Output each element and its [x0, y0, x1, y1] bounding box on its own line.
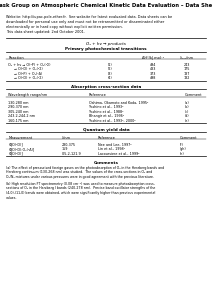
Text: O₃ + hν → O(³P) + O₂(³Σ): O₃ + hν → O(³P) + O₂(³Σ): [8, 63, 51, 67]
Text: (d): (d): [184, 114, 189, 118]
Text: Reaction: Reaction: [8, 56, 24, 59]
Text: Yoshino et al., 1988²: Yoshino et al., 1988²: [89, 110, 124, 113]
Text: 160-175 nm: 160-175 nm: [8, 118, 29, 122]
Text: (b): (b): [184, 105, 189, 109]
Text: Primary photochemical transitions: Primary photochemical transitions: [65, 47, 147, 51]
Text: (2): (2): [108, 67, 113, 71]
Text: Yoshino et al., 1993²: Yoshino et al., 1993²: [89, 105, 124, 109]
Text: This data sheet updated: 2nd October 2001.: This data sheet updated: 2nd October 200…: [6, 30, 85, 34]
Text: Lacoursiere et al., 1999²: Lacoursiere et al., 1999²: [98, 152, 139, 156]
Text: (a) The effect of pressurised foreign gases on the photoabsorption of O₃ in the : (a) The effect of pressurised foreign ga…: [6, 166, 165, 170]
Text: 0.5-2-121.9: 0.5-2-121.9: [61, 152, 81, 156]
Text: Lin et al., 1998²: Lin et al., 1998²: [98, 147, 124, 151]
Text: Φ[O(¹D)]: Φ[O(¹D)]: [8, 152, 23, 156]
Text: Reference: Reference: [89, 93, 107, 97]
Text: (4): (4): [108, 76, 113, 80]
Text: Φ[O(¹D)]: Φ[O(¹D)]: [8, 143, 23, 147]
Text: Comment: Comment: [180, 136, 198, 140]
Text: 175: 175: [183, 67, 190, 71]
Text: λₘₐₓ/nm: λₘₐₓ/nm: [180, 56, 194, 59]
Text: 305-240 nm: 305-240 nm: [8, 110, 29, 113]
Text: 290-370 nm: 290-370 nm: [8, 105, 29, 109]
Text: 483: 483: [149, 67, 156, 71]
Text: Oshima, Okamoto and Koda, 1995²: Oshima, Okamoto and Koda, 1995²: [89, 100, 148, 104]
Text: Wavelength range/nm: Wavelength range/nm: [8, 93, 48, 97]
Text: → O(¹D) + O₂(¹Σ): → O(¹D) + O₂(¹Σ): [14, 76, 43, 80]
Text: 130-280 nm: 130-280 nm: [8, 100, 29, 104]
Text: 243.2-244.2 nm: 243.2-244.2 nm: [8, 114, 35, 118]
Text: (a): (a): [184, 100, 189, 104]
Text: (gh): (gh): [180, 147, 187, 151]
Text: Website: http://iupac.pole-ether.fr.  See website for latest evaluated data. Dat: Website: http://iupac.pole-ether.fr. See…: [6, 15, 173, 19]
Text: 159: 159: [61, 147, 68, 151]
Text: downloaded for personal use only and must not be retransmitted or disseminated e: downloaded for personal use only and mus…: [6, 20, 165, 24]
Text: (c): (c): [184, 110, 189, 113]
Text: 373: 373: [149, 72, 156, 76]
Text: Yoshino et al., 1993², 2000²: Yoshino et al., 1993², 2000²: [89, 118, 136, 122]
Text: (e): (e): [184, 118, 189, 122]
Text: IUPAC Task Group on Atmospheric Chemical Kinetic Data Evaluation – Data Sheet PO: IUPAC Task Group on Atmospheric Chemical…: [0, 3, 212, 8]
Text: Herzberg continuum (130-268 nm) was studied.  The values of the cross-sections i: Herzberg continuum (130-268 nm) was stud…: [6, 170, 153, 174]
Text: values.: values.: [6, 196, 18, 200]
Text: → O(³P) + O₂(¹Δ): → O(³P) + O₂(¹Δ): [14, 72, 42, 76]
Text: Bhangir et al., 1996²: Bhangir et al., 1996²: [89, 114, 124, 118]
Text: (h): (h): [180, 152, 185, 156]
Text: (b) High resolution FT spectrometry (0.08 cm⁻¹) was used to measure photoabsorpt: (b) High resolution FT spectrometry (0.0…: [6, 182, 155, 185]
Text: Comments: Comments: [93, 161, 119, 165]
Text: ΔH°/kJ mol⁻¹: ΔH°/kJ mol⁻¹: [142, 56, 164, 59]
Text: Comment: Comment: [184, 93, 202, 97]
Text: 137: 137: [183, 72, 190, 76]
Text: Reference: Reference: [98, 136, 115, 140]
Text: O₂/N₂ mixtures under various pressures were in good agreement with the previous : O₂/N₂ mixtures under various pressures w…: [6, 175, 154, 179]
Text: 230-375: 230-375: [61, 143, 75, 147]
Text: Φ[O(¹D):O₂(¹Δ)]: Φ[O(¹D):O₂(¹Δ)]: [8, 147, 35, 151]
Text: 498: 498: [149, 76, 156, 80]
Text: 494: 494: [149, 63, 156, 67]
Text: Measurement: Measurement: [8, 136, 33, 140]
Text: electronically or in hard copy without explicit written permission.: electronically or in hard copy without e…: [6, 25, 123, 29]
Text: → O(¹D) + O₂(³Σ): → O(¹D) + O₂(³Σ): [14, 67, 43, 71]
Text: Absorption cross-section data: Absorption cross-section data: [71, 85, 141, 89]
Text: (3): (3): [108, 72, 113, 76]
Text: (1): (1): [108, 63, 113, 67]
Text: (f): (f): [180, 143, 184, 147]
Text: Quantum yield data: Quantum yield data: [83, 128, 129, 131]
Text: 132: 132: [183, 76, 190, 80]
Text: (4,0)-(11,0) bands were obtained, which were significantly higher than previous : (4,0)-(11,0) bands were obtained, which …: [6, 191, 156, 195]
Text: 243: 243: [183, 63, 190, 67]
Text: O₃ + hν → products: O₃ + hν → products: [86, 42, 126, 46]
Text: λ/nm: λ/nm: [61, 136, 70, 140]
Text: sections of O₃ in the Herzberg I bands (240-278 nm).  Precise band oscillator st: sections of O₃ in the Herzberg I bands (…: [6, 186, 156, 190]
Text: Nee and Lee, 1997²: Nee and Lee, 1997²: [98, 143, 131, 147]
